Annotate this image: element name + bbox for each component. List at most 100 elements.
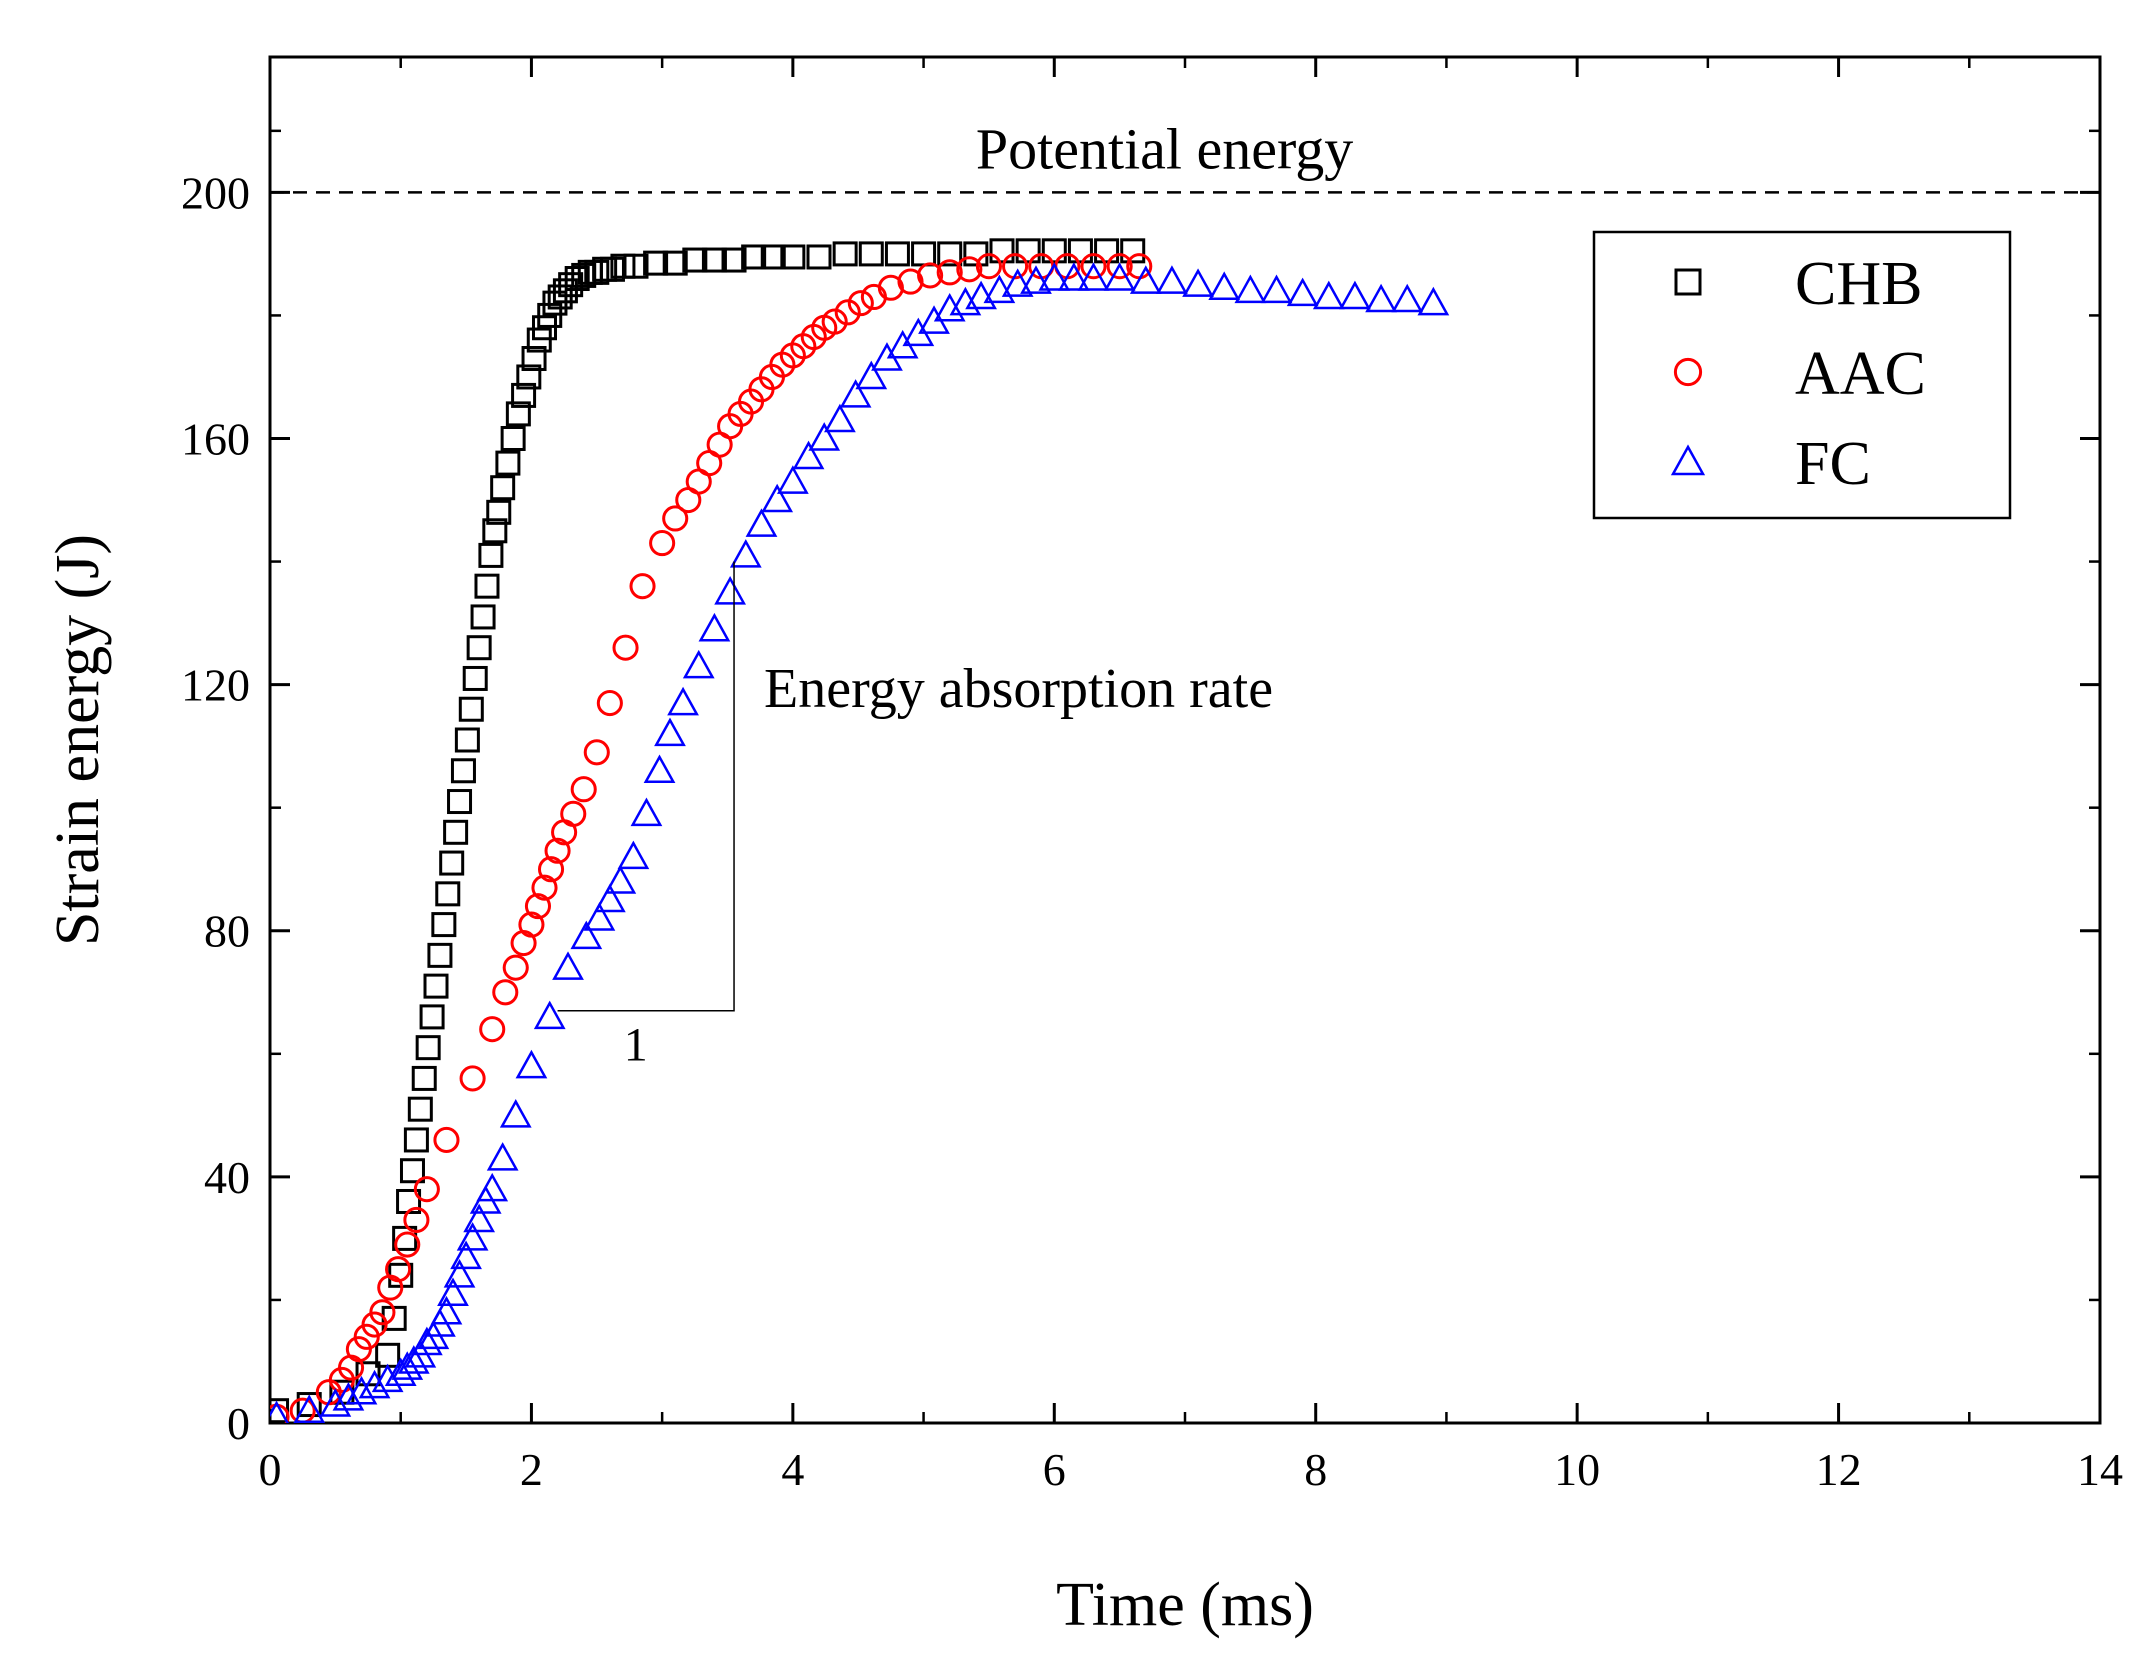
- aac-point: [502, 954, 529, 981]
- aac-point: [612, 634, 639, 661]
- x-tick-label: 12: [1816, 1444, 1862, 1495]
- aac-point: [394, 1231, 421, 1258]
- chb-point: [439, 850, 465, 876]
- aac-point: [936, 259, 963, 286]
- y-tick-label: 160: [181, 413, 250, 464]
- fc-point: [397, 1345, 430, 1374]
- series-layer: [270, 238, 1450, 1423]
- chb-point: [454, 727, 480, 753]
- aac-point: [537, 856, 565, 883]
- fc-point: [1208, 271, 1241, 300]
- x-axis-label: Time (ms): [1056, 1571, 1314, 1639]
- chb-point: [443, 819, 469, 845]
- aac-point: [821, 308, 848, 335]
- fc-point: [1129, 265, 1162, 294]
- fc-point: [1058, 262, 1090, 291]
- chb-point: [610, 253, 636, 279]
- chb-point: [447, 789, 473, 815]
- aac-point: [629, 573, 656, 600]
- y-axis-label: Strain energy (J): [44, 534, 112, 946]
- x-tick-label: 10: [1554, 1444, 1600, 1495]
- series-chb: [270, 238, 1146, 1423]
- aac-point: [544, 837, 571, 864]
- chb-point: [516, 364, 542, 390]
- aac-point: [479, 1016, 506, 1043]
- x-tick-label: 6: [1043, 1444, 1066, 1495]
- aac-point: [834, 299, 861, 326]
- aac-point: [583, 739, 610, 766]
- fc-point: [965, 280, 997, 310]
- fc-point: [1038, 262, 1071, 291]
- chb-point: [450, 758, 476, 784]
- fc-point: [949, 286, 982, 316]
- fc-point: [630, 797, 663, 827]
- chb-point: [419, 1004, 445, 1030]
- fc-point: [533, 1000, 566, 1030]
- energy-absorption-rate-label: Energy absorption rate: [764, 658, 1273, 720]
- aac-point: [1080, 253, 1107, 280]
- aac-point: [1106, 253, 1133, 280]
- fc-point: [808, 422, 841, 451]
- series-aac: [270, 253, 1153, 1423]
- fc-point: [570, 920, 603, 950]
- x-axis: 0 2 4 6 8 10 12 14: [259, 57, 2123, 1495]
- y-tick-label: 200: [181, 167, 250, 218]
- fc-point: [410, 1326, 443, 1356]
- chb-point: [911, 241, 937, 267]
- x-tick-label: 14: [2077, 1444, 2123, 1495]
- fc-point: [486, 1142, 519, 1171]
- fc-point: [463, 1203, 496, 1233]
- chb-point: [431, 912, 457, 938]
- aac-point: [369, 1299, 396, 1326]
- potential-energy-label: Potential energy: [976, 116, 1353, 181]
- slope-run-label: 1: [624, 1019, 648, 1072]
- chb-point: [1067, 238, 1093, 264]
- fc-point: [855, 360, 888, 390]
- chb-point: [505, 401, 531, 427]
- chb-point: [470, 604, 496, 630]
- chb-point: [399, 1158, 425, 1184]
- fc-point: [593, 883, 626, 913]
- aac-point: [518, 911, 545, 938]
- aac-point: [413, 1176, 440, 1203]
- chb-point: [482, 518, 508, 544]
- x-tick-label: 2: [520, 1444, 543, 1495]
- fc-point: [667, 686, 699, 716]
- legend-label-fc: FC: [1795, 430, 1871, 498]
- aac-point: [847, 290, 874, 317]
- chb-point: [521, 346, 547, 372]
- chb-point: [427, 942, 453, 968]
- chb-point: [584, 259, 610, 285]
- x-tick-label: 8: [1304, 1444, 1327, 1495]
- fc-point: [604, 865, 637, 894]
- chb-point: [832, 241, 858, 267]
- aac-point: [596, 690, 623, 717]
- fc-point: [714, 576, 746, 605]
- legend-marker-chb: [1674, 268, 1702, 296]
- aac-point: [917, 262, 944, 289]
- aac-point: [459, 1065, 486, 1092]
- legend-label-chb: CHB: [1795, 250, 1922, 318]
- fc-point: [643, 754, 676, 784]
- chb-point: [1041, 238, 1067, 264]
- fc-point: [293, 1394, 326, 1423]
- chb-point: [858, 241, 884, 267]
- fc-point: [456, 1222, 489, 1251]
- chb-point: [403, 1127, 429, 1153]
- fc-point: [319, 1388, 352, 1417]
- chb-point: [415, 1035, 441, 1061]
- aac-point: [560, 800, 587, 827]
- fc-point: [332, 1382, 365, 1411]
- chb-point: [1094, 238, 1120, 264]
- legend-marker-fc: [1670, 444, 1706, 476]
- aac-point: [531, 874, 558, 901]
- fc-point: [430, 1295, 463, 1325]
- chb-point: [662, 250, 688, 276]
- fc-point: [1339, 280, 1371, 310]
- fc-point: [933, 292, 966, 322]
- chb-point: [806, 244, 832, 270]
- legend: CHB AAC FC: [1592, 230, 2012, 520]
- chb-point: [623, 253, 649, 279]
- aac-point: [403, 1206, 430, 1233]
- chb-point: [760, 244, 786, 270]
